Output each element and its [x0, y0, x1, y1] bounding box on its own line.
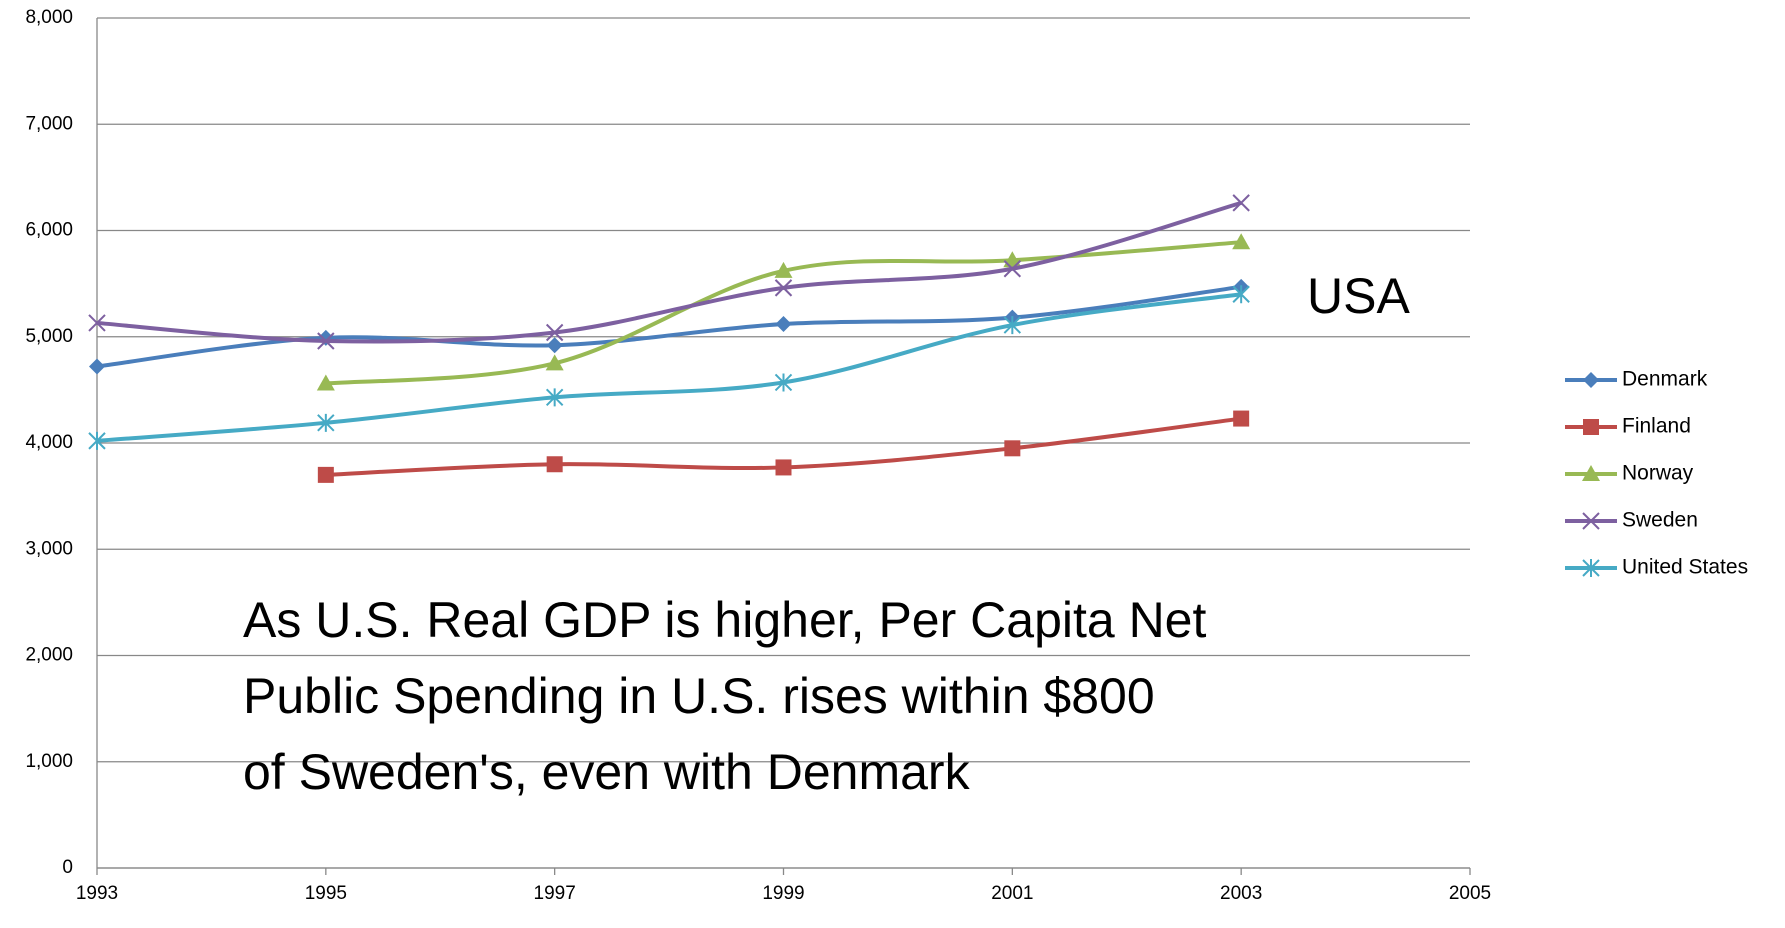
marker [1232, 285, 1250, 304]
marker [1583, 419, 1599, 435]
marker [88, 314, 106, 332]
x-tick-label: 1993 [76, 883, 118, 904]
marker [1583, 372, 1599, 388]
series-line [96, 284, 1242, 369]
marker [774, 373, 793, 392]
legend-label: Denmark [1622, 368, 1708, 391]
marker [545, 388, 564, 407]
marker [774, 279, 793, 297]
x-tick-label: 1999 [762, 883, 804, 904]
x-tick-label: 2001 [991, 883, 1033, 904]
annotation: Public Spending in U.S. rises within $80… [243, 668, 1155, 724]
series-line [96, 292, 1242, 443]
marker [545, 323, 564, 342]
marker [546, 337, 563, 354]
y-tick-label: 2,000 [25, 645, 73, 666]
series-line [96, 200, 1242, 344]
x-tick-label: 2005 [1449, 883, 1491, 904]
marker [775, 316, 792, 332]
marker [88, 431, 106, 450]
marker [1003, 316, 1022, 335]
marker [89, 358, 105, 375]
marker [317, 332, 335, 350]
x-tick-label: 1995 [305, 883, 347, 904]
marker [316, 374, 335, 391]
y-tick-label: 1,000 [25, 751, 73, 772]
marker [317, 466, 334, 483]
legend-label: Finland [1622, 415, 1691, 438]
marker [1582, 465, 1600, 481]
marker [545, 354, 564, 371]
y-tick-label: 3,000 [25, 538, 73, 559]
marker [1233, 410, 1250, 427]
annotation: USA [1307, 268, 1410, 324]
marker [1582, 512, 1600, 530]
y-tick-label: 0 [62, 857, 73, 878]
legend-label: Norway [1622, 462, 1694, 485]
marker [1232, 194, 1250, 212]
y-tick-label: 7,000 [25, 113, 73, 134]
marker [1004, 440, 1021, 457]
marker [317, 329, 334, 346]
marker [1003, 260, 1022, 278]
y-tick-label: 8,000 [25, 7, 73, 28]
legend-label: Sweden [1622, 509, 1698, 532]
annotation: As U.S. Real GDP is higher, Per Capita N… [243, 592, 1206, 648]
x-tick-label: 2003 [1220, 883, 1262, 904]
marker [1582, 559, 1600, 577]
marker [546, 456, 563, 473]
legend-label: United States [1622, 556, 1748, 579]
y-tick-label: 4,000 [25, 432, 73, 453]
x-tick-label: 1997 [534, 883, 576, 904]
marker [774, 261, 793, 278]
annotation: of Sweden's, even with Denmark [243, 744, 971, 800]
y-tick-label: 5,000 [25, 326, 73, 347]
marker [317, 413, 335, 432]
y-tick-label: 6,000 [25, 220, 73, 241]
marker [775, 459, 792, 476]
marker [1232, 233, 1251, 250]
